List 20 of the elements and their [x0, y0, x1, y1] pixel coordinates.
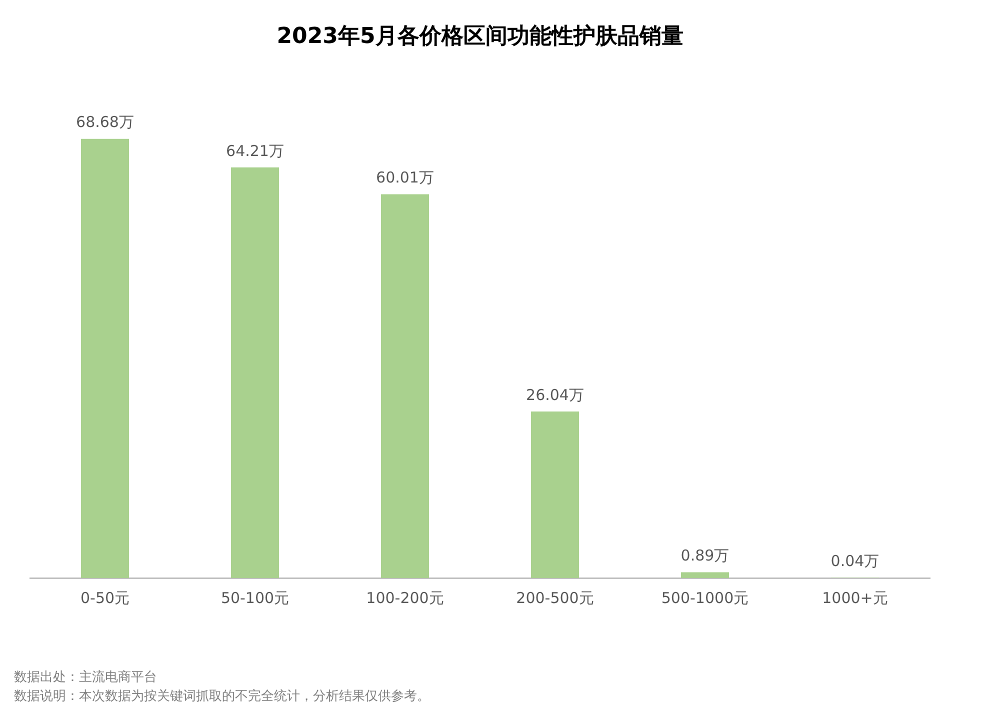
- x-tick-label: 50-100元: [220, 588, 290, 607]
- bar: [531, 411, 579, 578]
- text: 数据说明：本次数据为按关键词抓取的不完全统计，分析结果仅供参考。: [14, 688, 430, 706]
- data-label: 68.68万: [76, 113, 134, 132]
- x-tick-label: 1000+元: [822, 588, 888, 607]
- data-label: 26.04万: [526, 386, 584, 404]
- bar: [231, 167, 279, 578]
- text: 数据出处：主流电商平台: [14, 669, 158, 687]
- bar: [681, 572, 729, 578]
- x-tick-label: 500-1000元: [661, 588, 749, 607]
- data-label: 0.04万: [830, 552, 880, 570]
- chart-title: 2023年5月各价格区间功能性护肤品销量: [276, 22, 684, 49]
- data-label: 0.89万: [680, 546, 730, 565]
- x-tick-label: 200-500元: [516, 588, 594, 607]
- x-tick-label: 0-50元: [80, 588, 130, 607]
- bar: [381, 194, 429, 578]
- bar: [81, 138, 129, 578]
- data-label: 64.21万: [226, 142, 284, 160]
- data-label: 60.01万: [376, 168, 434, 187]
- x-tick-label: 100-200元: [366, 588, 444, 607]
